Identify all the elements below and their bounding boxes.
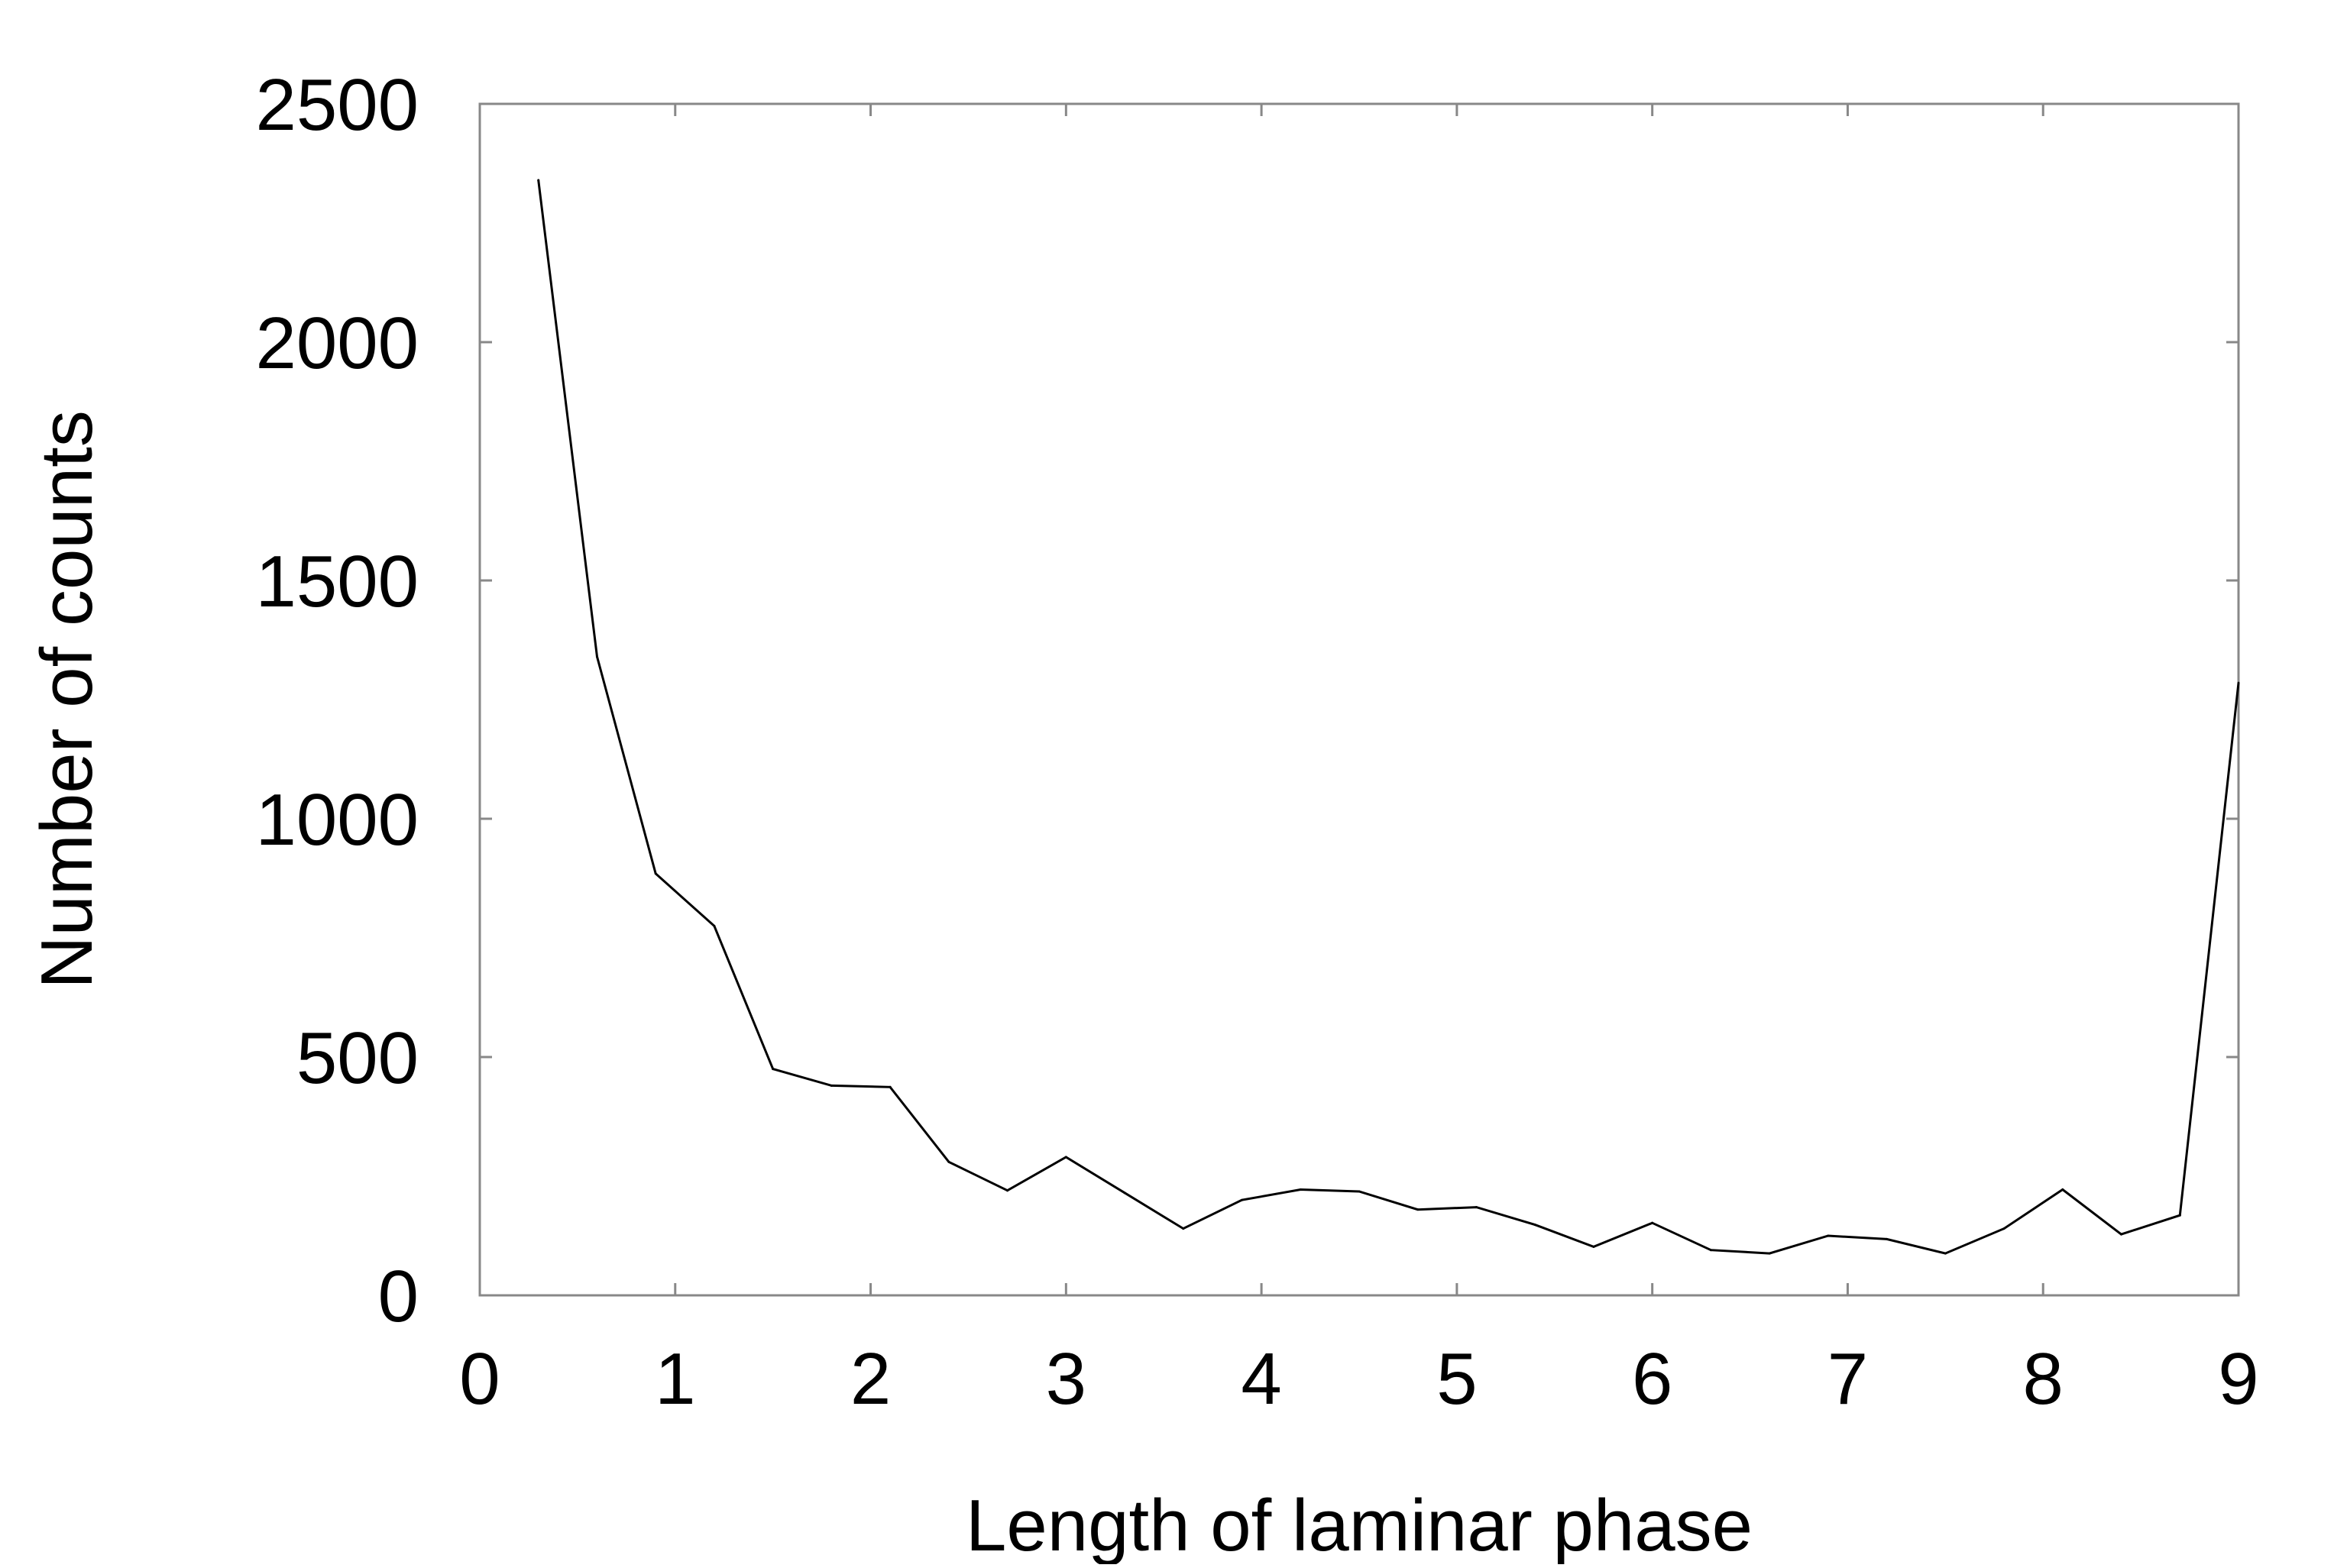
y-tick-label-4: 2000 [255, 302, 419, 384]
y-axis-title: Number of counts [26, 410, 108, 989]
data-point-0-9 [1064, 1156, 1067, 1159]
y-tick-label-1: 500 [296, 1017, 419, 1099]
x-tick-label-8: 8 [2023, 1338, 2064, 1420]
plot-area-frame [478, 102, 2240, 1297]
data-point-0-18 [1592, 1245, 1595, 1248]
data-point-0-21 [1768, 1252, 1771, 1255]
y-tick-label-0: 0 [378, 1256, 419, 1337]
data-point-0-19 [1651, 1221, 1654, 1224]
data-point-0-1 [595, 655, 598, 658]
data-point-0-10 [1123, 1191, 1126, 1195]
data-point-0-0 [537, 179, 540, 182]
series-line-0 [537, 179, 2240, 1255]
data-point-0-2 [654, 872, 657, 875]
y-tick-label-2: 1000 [255, 779, 419, 861]
x-tick-label-7: 7 [1827, 1338, 1868, 1420]
x-axis-title: Length of laminar phase [966, 1485, 1753, 1564]
x-tick-label-5: 5 [1436, 1338, 1477, 1420]
y-tick-label-5: 2500 [255, 64, 419, 146]
data-point-0-16 [1475, 1206, 1478, 1209]
x-tick-label-0: 0 [459, 1338, 500, 1420]
data-point-0-25 [2002, 1227, 2005, 1230]
x-tick-label-6: 6 [1632, 1338, 1672, 1420]
data-point-0-26 [2061, 1188, 2064, 1191]
data-point-0-27 [2120, 1233, 2123, 1236]
x-tick-label-4: 4 [1241, 1338, 1281, 1420]
data-point-0-5 [830, 1084, 833, 1087]
data-point-0-6 [889, 1085, 892, 1088]
y-tick-label-3: 1500 [255, 541, 419, 622]
x-tick-label-2: 2 [850, 1338, 891, 1420]
data-point-0-7 [947, 1160, 950, 1163]
data-point-0-8 [1006, 1189, 1009, 1192]
data-point-0-20 [1709, 1249, 1712, 1252]
data-point-0-29 [2237, 681, 2240, 684]
y-axis-tick-labels: 0 500 1000 1500 2000 2500 [255, 64, 419, 1337]
x-tick-label-9: 9 [2218, 1338, 2258, 1420]
data-point-0-17 [1533, 1224, 1536, 1227]
data-point-0-12 [1241, 1198, 1244, 1201]
data-point-0-15 [1416, 1208, 1420, 1211]
data-point-0-23 [1886, 1237, 1889, 1240]
data-point-0-22 [1827, 1234, 1830, 1237]
data-point-0-28 [2178, 1214, 2181, 1217]
data-point-0-11 [1182, 1227, 1185, 1230]
series-group [537, 179, 2240, 1255]
x-tick-label-3: 3 [1046, 1338, 1086, 1420]
x-tick-label-1: 1 [655, 1338, 695, 1420]
data-point-0-24 [1944, 1252, 1947, 1255]
data-point-0-4 [772, 1068, 775, 1071]
data-point-0-13 [1299, 1188, 1302, 1191]
axis-ticks [478, 102, 2240, 1297]
data-point-0-3 [713, 924, 716, 927]
data-point-0-14 [1358, 1190, 1361, 1193]
x-axis-tick-labels: 0 1 2 3 4 5 6 7 8 9 [459, 1338, 2258, 1420]
